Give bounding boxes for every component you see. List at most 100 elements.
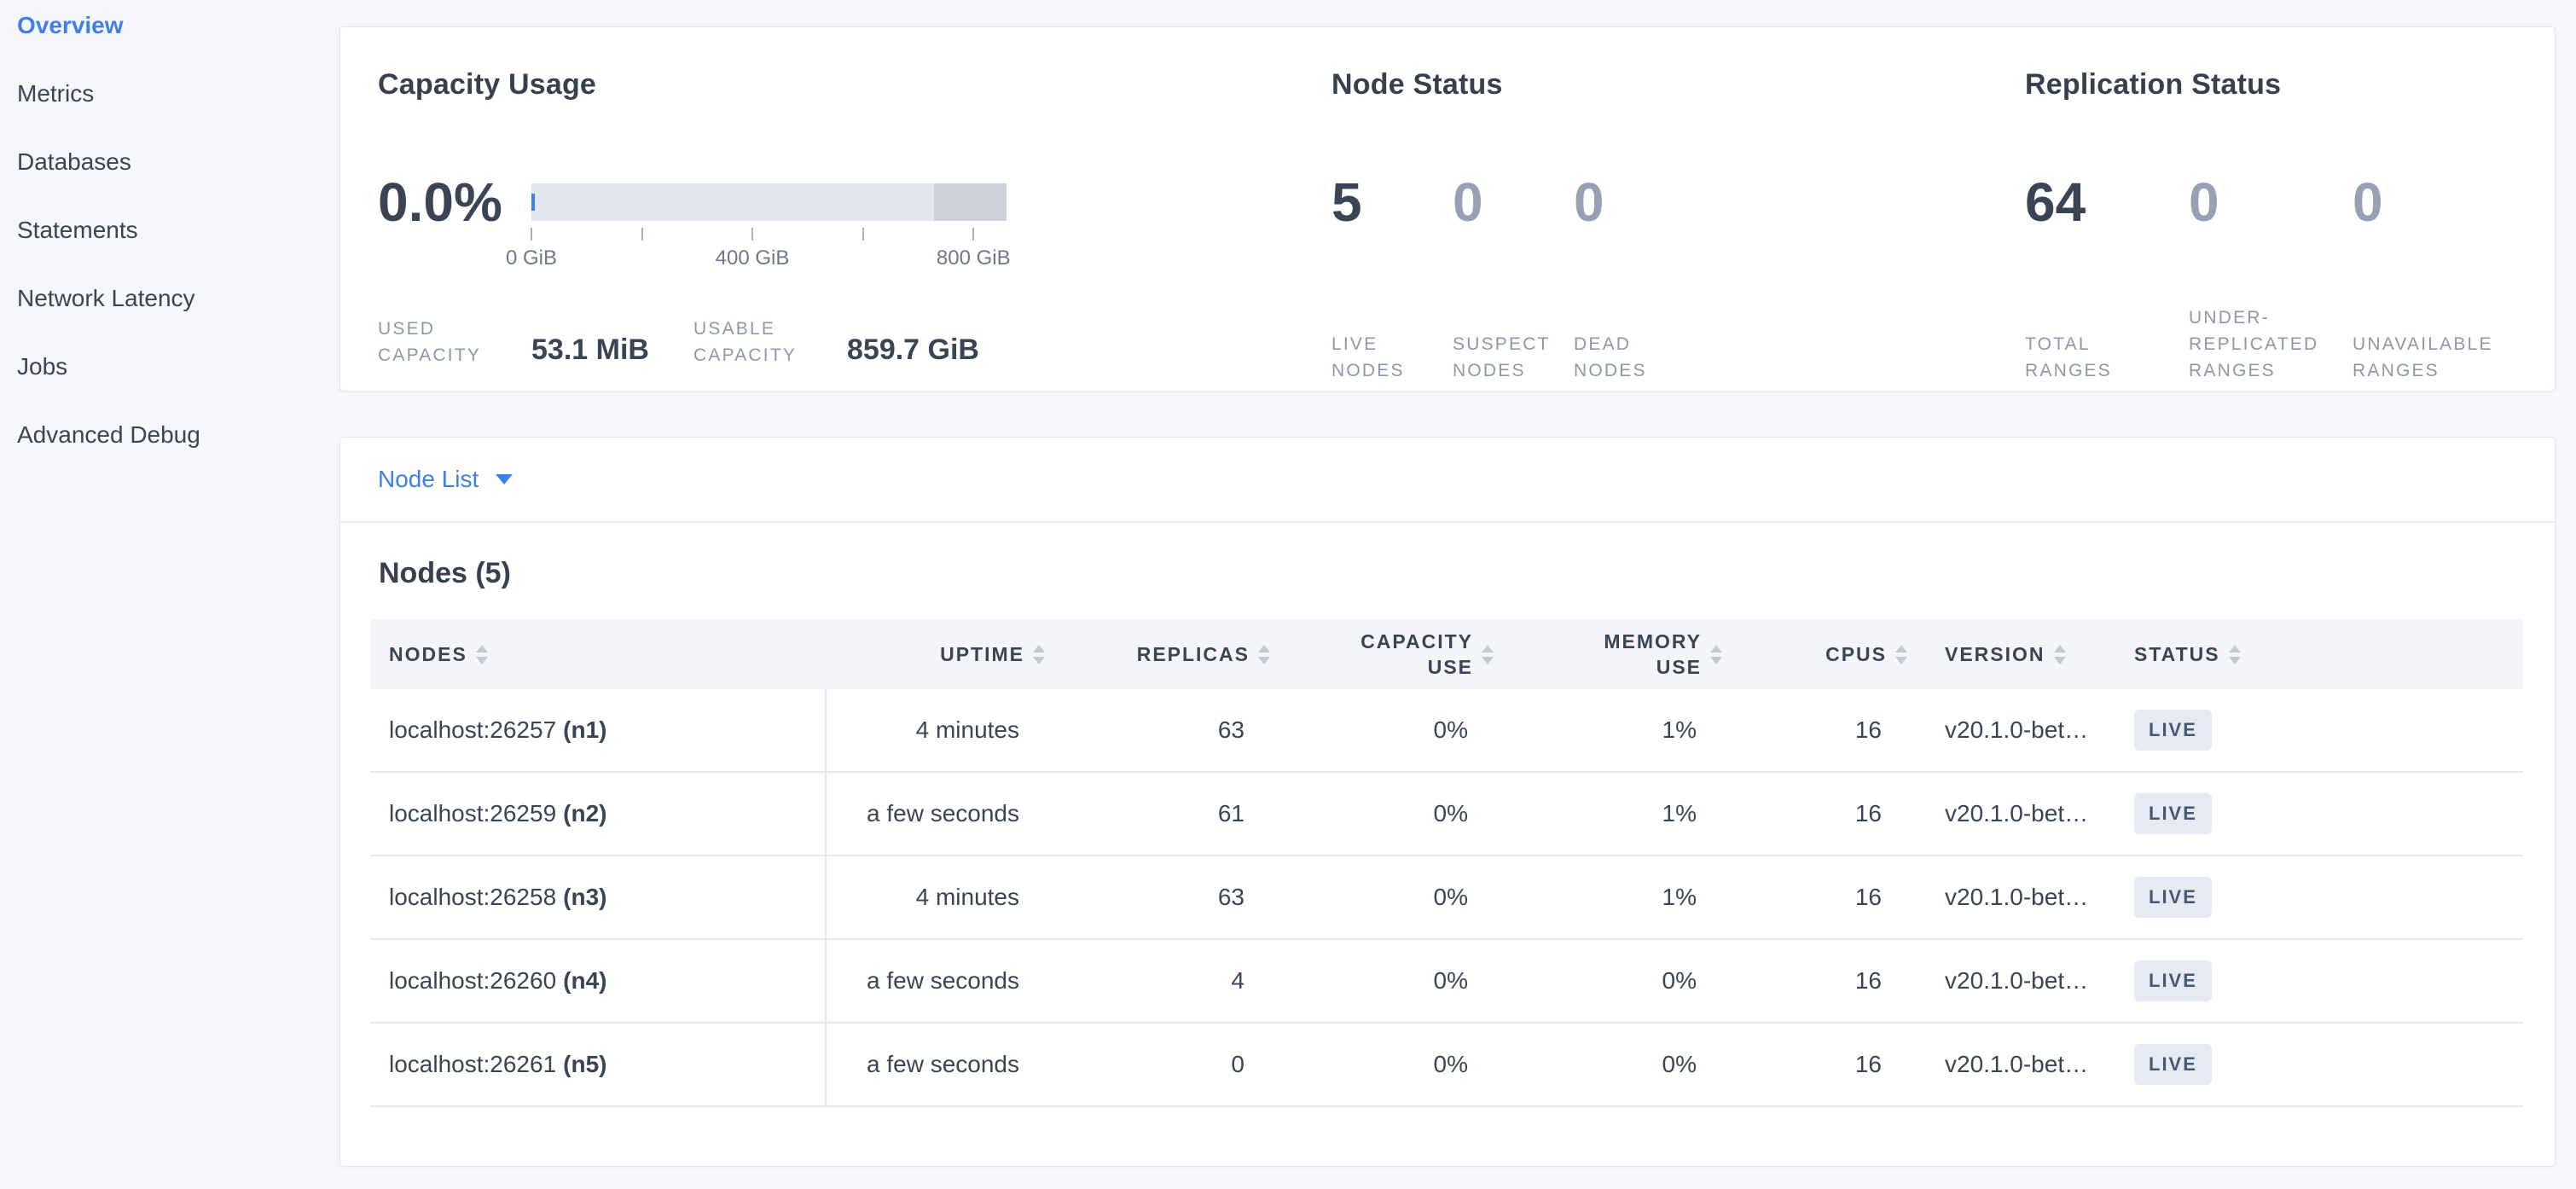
sort-arrows-icon bbox=[475, 644, 488, 664]
table-row: localhost:26258 (n3) 4 minutes 63 0% 1% 1… bbox=[370, 856, 2523, 940]
capacity-use-cell: 0% bbox=[1433, 800, 1468, 826]
axis-tick-label: 0 GiB bbox=[505, 246, 558, 270]
axis-tick bbox=[641, 228, 643, 241]
suspect-nodes-value: 0 bbox=[1453, 171, 1483, 233]
replicas-cell: 63 bbox=[1217, 716, 1244, 743]
nodes-column-divider bbox=[825, 689, 827, 1107]
column-header-status[interactable]: STATUS bbox=[2134, 643, 2523, 666]
sidebar-item-statements[interactable]: Statements bbox=[17, 217, 138, 243]
uptime-cell: 4 minutes bbox=[915, 884, 1019, 910]
sort-arrows-icon bbox=[1258, 644, 1270, 664]
replication-status-section: Replication Status 64 TOTAL RANGES 0 UND… bbox=[2025, 27, 2555, 391]
nodes-table: NODES UPTIME REPLICAS CAPACITY USE MEMOR… bbox=[370, 619, 2523, 1107]
sort-arrows-icon bbox=[1710, 644, 1722, 664]
live-nodes-value: 5 bbox=[1332, 171, 1362, 233]
table-row: localhost:26257 (n1) 4 minutes 63 0% 1% 1… bbox=[370, 689, 2523, 773]
axis-tick bbox=[751, 228, 753, 241]
replicas-cell: 61 bbox=[1217, 800, 1244, 826]
live-nodes-stat: 5 LIVE NODES bbox=[1332, 171, 1453, 384]
status-badge: LIVE bbox=[2134, 710, 2212, 751]
node-list-card: Node List Nodes (5) NODES UPTIME REPLICA… bbox=[339, 437, 2556, 1167]
capacity-bar-chart bbox=[531, 183, 1007, 221]
status-cell: LIVE bbox=[2134, 877, 2523, 918]
version-cell: v20.1.0-bet… bbox=[1945, 884, 2089, 910]
unavailable-ranges-value: 0 bbox=[2353, 171, 2383, 233]
used-capacity-value: 53.1 MiB bbox=[531, 334, 649, 366]
column-header-cpus[interactable]: CPUS bbox=[1697, 641, 1907, 667]
column-header-version[interactable]: VERSION bbox=[1882, 643, 2134, 666]
unavailable-ranges-stat: 0 UNAVAILABLE RANGES bbox=[2353, 171, 2516, 384]
table-row: localhost:26261 (n5) a few seconds 0 0% 0… bbox=[370, 1024, 2523, 1107]
dead-nodes-stat: 0 DEAD NODES bbox=[1574, 171, 1695, 384]
memory-use-cell: 0% bbox=[1662, 967, 1697, 994]
capacity-use-cell: 0% bbox=[1433, 716, 1468, 743]
suspect-nodes-label: SUSPECT NODES bbox=[1453, 334, 1551, 380]
node-list-dropdown-label: Node List bbox=[378, 466, 479, 492]
capacity-use-cell: 0% bbox=[1433, 1051, 1468, 1077]
axis-tick bbox=[862, 228, 864, 241]
sort-arrows-icon bbox=[2228, 644, 2241, 664]
sort-arrows-icon bbox=[1033, 644, 1045, 664]
capacity-bar-used-segment bbox=[531, 193, 535, 212]
node-name-cell: localhost:26261 (n5) bbox=[389, 1051, 607, 1077]
sort-arrows-icon bbox=[1895, 644, 1907, 664]
replicas-cell: 4 bbox=[1231, 967, 1244, 994]
capacity-usage-section: Capacity Usage 0.0% 0 GiB 400 GiB 800 GiB … bbox=[378, 27, 1332, 391]
sidebar-item-overview[interactable]: Overview bbox=[17, 12, 124, 38]
uptime-cell: a few seconds bbox=[867, 1051, 1019, 1077]
status-cell: LIVE bbox=[2134, 793, 2523, 834]
total-ranges-stat: 64 TOTAL RANGES bbox=[2025, 171, 2189, 384]
version-cell: v20.1.0-bet… bbox=[1945, 1051, 2089, 1077]
capacity-usage-title: Capacity Usage bbox=[378, 68, 597, 101]
capacity-bar-axis: 0 GiB 400 GiB 800 GiB bbox=[506, 228, 1011, 270]
node-list-dropdown[interactable]: Node List bbox=[378, 466, 513, 493]
status-badge: LIVE bbox=[2134, 877, 2212, 918]
memory-use-cell: 1% bbox=[1662, 716, 1697, 743]
sidebar: Overview Metrics Databases Statements Ne… bbox=[0, 0, 338, 1189]
sidebar-item-advanced-debug[interactable]: Advanced Debug bbox=[17, 421, 200, 448]
cpus-cell: 16 bbox=[1854, 1051, 1882, 1077]
sort-arrows-icon bbox=[2053, 644, 2066, 664]
column-header-memory-use[interactable]: MEMORY USE bbox=[1468, 629, 1722, 680]
nodes-table-header: NODES UPTIME REPLICAS CAPACITY USE MEMOR… bbox=[370, 619, 2523, 689]
version-cell: v20.1.0-bet… bbox=[1945, 800, 2089, 826]
sidebar-item-databases[interactable]: Databases bbox=[17, 148, 131, 175]
column-header-capacity-use[interactable]: CAPACITY USE bbox=[1244, 629, 1494, 680]
under-replicated-ranges-label: UNDER-REPLICATED RANGES bbox=[2189, 308, 2319, 380]
sidebar-item-network-latency[interactable]: Network Latency bbox=[17, 285, 195, 311]
capacity-use-cell: 0% bbox=[1433, 967, 1468, 994]
node-list-selector-row: Node List bbox=[340, 438, 2555, 523]
node-name-cell: localhost:26260 (n4) bbox=[389, 967, 607, 994]
status-cell: LIVE bbox=[2134, 960, 2523, 1001]
dead-nodes-label: DEAD NODES bbox=[1574, 334, 1647, 380]
uptime-cell: 4 minutes bbox=[915, 716, 1019, 743]
version-cell: v20.1.0-bet… bbox=[1945, 716, 2089, 743]
node-name-cell: localhost:26258 (n3) bbox=[389, 884, 607, 910]
node-status-section: Node Status 5 LIVE NODES 0 SUSPECT NODES… bbox=[1332, 27, 2025, 391]
unavailable-ranges-label: UNAVAILABLE RANGES bbox=[2353, 334, 2493, 380]
dead-nodes-value: 0 bbox=[1574, 171, 1604, 233]
total-ranges-label: TOTAL RANGES bbox=[2025, 334, 2112, 380]
node-name-cell: localhost:26259 (n2) bbox=[389, 800, 607, 826]
sort-arrows-icon bbox=[1482, 644, 1494, 664]
sidebar-item-metrics[interactable]: Metrics bbox=[17, 80, 95, 107]
version-cell: v20.1.0-bet… bbox=[1945, 967, 2089, 994]
column-header-replicas[interactable]: REPLICAS bbox=[1019, 641, 1270, 667]
sidebar-item-jobs[interactable]: Jobs bbox=[17, 353, 68, 380]
cluster-summary-card: Capacity Usage 0.0% 0 GiB 400 GiB 800 GiB … bbox=[339, 26, 2556, 392]
used-capacity-label: USED CAPACITY bbox=[378, 319, 482, 365]
cpus-cell: 16 bbox=[1854, 967, 1882, 994]
cpus-cell: 16 bbox=[1854, 800, 1882, 826]
axis-tick-label: 800 GiB bbox=[936, 246, 1011, 270]
column-header-nodes[interactable]: NODES bbox=[370, 643, 825, 666]
axis-tick bbox=[972, 228, 975, 241]
status-badge: LIVE bbox=[2134, 1044, 2212, 1085]
column-header-uptime[interactable]: UPTIME bbox=[825, 641, 1045, 667]
cpus-cell: 16 bbox=[1854, 716, 1882, 743]
node-status-title: Node Status bbox=[1332, 68, 1503, 101]
status-cell: LIVE bbox=[2134, 1044, 2523, 1085]
table-row: localhost:26260 (n4) a few seconds 4 0% 0… bbox=[370, 940, 2523, 1024]
memory-use-cell: 1% bbox=[1662, 884, 1697, 910]
status-badge: LIVE bbox=[2134, 793, 2212, 834]
capacity-used-percent: 0.0% bbox=[378, 171, 502, 233]
